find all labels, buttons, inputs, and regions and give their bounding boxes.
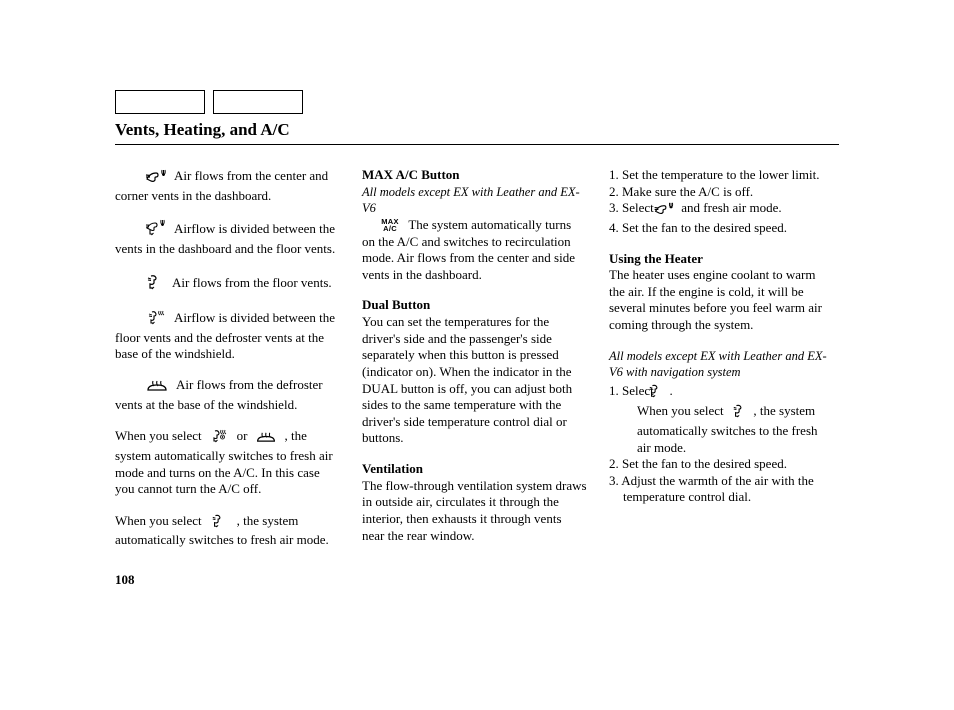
hstep-1: Select . When you select , the system au… — [609, 382, 834, 457]
hstep-1-b: . — [670, 383, 673, 398]
defrost-mode-icon — [254, 430, 278, 448]
auto-note-text-b: or — [237, 428, 248, 443]
ventilation-heading: Ventilation — [362, 461, 423, 476]
page-title: Vents, Heating, and A/C — [115, 120, 839, 145]
floor-mode-icon — [660, 382, 666, 403]
face-mode-icon — [144, 167, 168, 188]
floor-defrost-mode-icon — [208, 427, 230, 448]
mode-face-desc: Air flows from the center and corner ven… — [115, 167, 340, 204]
header-box-1 — [115, 90, 205, 114]
mode-def-desc: Air flows from the defroster vents at th… — [115, 377, 340, 413]
step-2: Make sure the A/C is off. — [609, 184, 834, 201]
hstep-1-sub: When you select , the system automatical… — [623, 402, 834, 456]
hstep-3: Adjust the warmth of the air with the te… — [609, 473, 834, 506]
step-3-a: Select — [622, 200, 654, 215]
heater-text: The heater uses engine coolant to warm t… — [609, 267, 822, 332]
heater-steps: Select . When you select , the system au… — [609, 382, 834, 506]
model-note-1: All models except EX with Leather and EX… — [362, 185, 580, 216]
max-ac-heading: MAX A/C Button — [362, 167, 460, 182]
floor-mode-icon — [730, 402, 750, 423]
ventilation-steps: Set the temperature to the lower limit. … — [609, 167, 834, 237]
defrost-mode-icon — [144, 378, 170, 397]
column-2: MAX A/C Button All models except EX with… — [362, 167, 587, 563]
auto-note-text-a: When you select — [115, 428, 202, 443]
ventilation-text: The flow-through ventilation system draw… — [362, 478, 587, 543]
max-ac-bottom: A/C — [383, 224, 397, 233]
step-4: Set the fan to the desired speed. — [609, 220, 834, 237]
max-ac-section: MAX A/C Button All models except EX with… — [362, 167, 587, 283]
column-1: Air flows from the center and corner ven… — [115, 167, 340, 563]
mode-facefloor-desc: Airflow is divided between the vents in … — [115, 218, 340, 257]
columns: Air flows from the center and corner ven… — [115, 167, 839, 563]
heater-section: Using the Heater The heater uses engine … — [609, 251, 834, 334]
mode-floor-desc: Air flows from the floor vents. — [115, 272, 340, 295]
step-1: Set the temperature to the lower limit. — [609, 167, 834, 184]
ventilation-section: Ventilation The flow-through ventilation… — [362, 461, 587, 544]
dual-button-section: Dual Button You can set the temperatures… — [362, 297, 587, 447]
face-floor-mode-icon — [144, 218, 168, 241]
header-boxes — [115, 90, 839, 114]
dual-heading: Dual Button — [362, 297, 430, 312]
floor-defrost-mode-icon — [144, 308, 168, 330]
floor-mode-icon — [208, 512, 230, 533]
step-3: Select and fresh air mode. — [609, 200, 834, 220]
face-mode-icon — [667, 200, 675, 220]
dual-text: You can set the temperatures for the dri… — [362, 314, 572, 445]
mode-floor-text: Air flows from the floor vents. — [172, 275, 332, 290]
mode-floordef-desc: Airflow is divided between the floor ven… — [115, 308, 340, 363]
page-number: 108 — [115, 572, 135, 588]
hstep-2: Set the fan to the desired speed. — [609, 456, 834, 473]
heater-heading: Using the Heater — [609, 251, 703, 266]
auto-fresh-text-a: When you select — [115, 513, 202, 528]
step-3-b: and fresh air mode. — [681, 200, 781, 215]
model-note-2: All models except EX with Leather and EX… — [609, 348, 834, 380]
auto-fresh-ac-note: When you select or , the system automati… — [115, 427, 340, 498]
auto-fresh-note: When you select , the system automatical… — [115, 512, 340, 549]
max-ac-icon: MAX A/C — [381, 218, 399, 232]
header-box-2 — [213, 90, 303, 114]
hstep-1-c: When you select — [637, 403, 724, 418]
column-3: Set the temperature to the lower limit. … — [609, 167, 834, 563]
manual-page: Vents, Heating, and A/C Air flows from t… — [0, 0, 954, 563]
floor-mode-icon — [144, 272, 166, 295]
